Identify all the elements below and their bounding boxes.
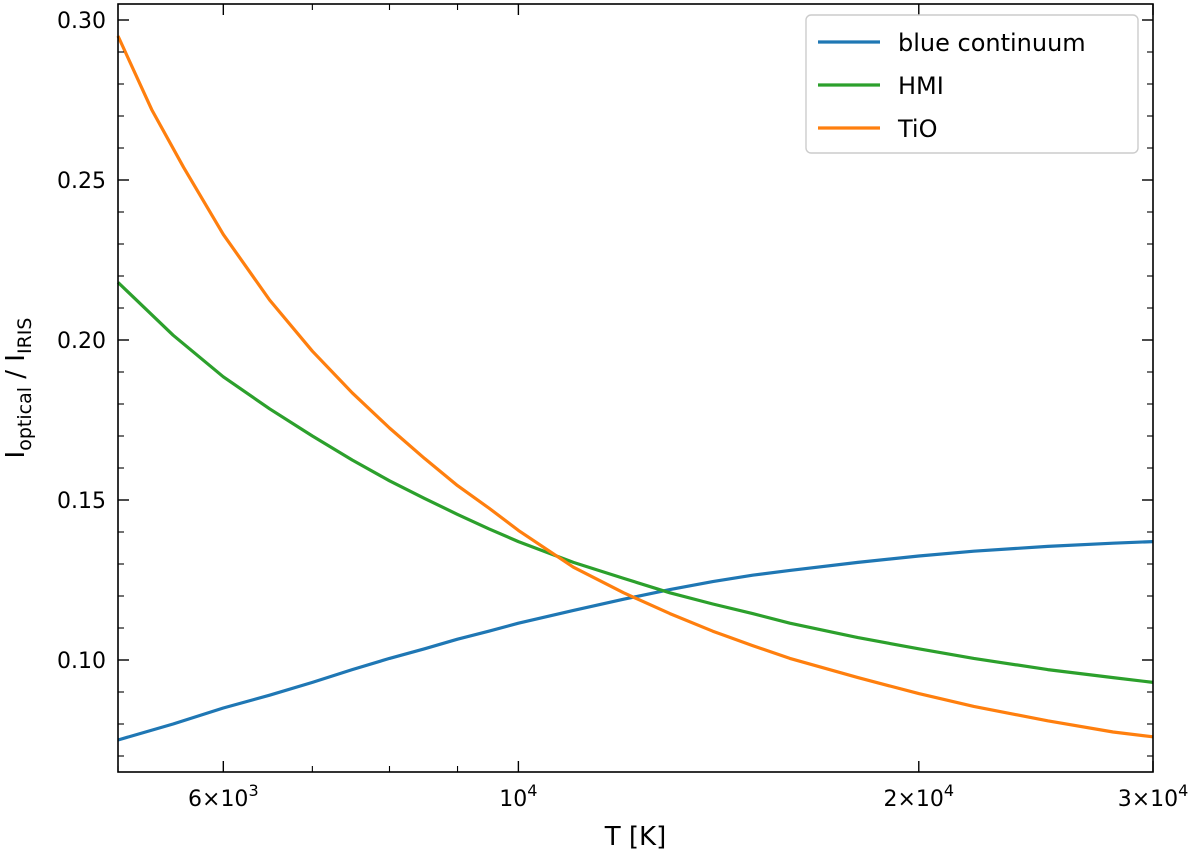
x-tick-mantissa: 6 xyxy=(188,787,202,812)
y-tick-label: 0.30 xyxy=(57,9,106,34)
legend-label-0: blue continuum xyxy=(898,29,1086,57)
y-tick-label: 0.20 xyxy=(57,329,106,354)
legend-label-2: TiO xyxy=(897,115,937,143)
x-tick-label: 6×103 xyxy=(188,781,259,812)
series-line-0 xyxy=(117,540,1154,742)
x-tick-exponent: 4 xyxy=(944,781,954,800)
y-label-denominator-sub: IRIS xyxy=(14,318,36,354)
x-tick-times: × xyxy=(897,787,915,812)
x-tick-base: 10 xyxy=(499,787,527,812)
x-tick-base: 10 xyxy=(1150,787,1178,812)
legend-box xyxy=(805,14,1139,154)
x-tick-times: × xyxy=(202,787,220,812)
x-tick-mantissa: 2 xyxy=(883,787,897,812)
x-tick-exponent: 3 xyxy=(248,781,258,800)
legend-label-1: HMI xyxy=(898,72,944,100)
x-tick-exponent: 4 xyxy=(1178,781,1188,800)
y-label-separator: / I xyxy=(1,354,31,387)
x-tick-label: 104 xyxy=(499,781,537,812)
y-tick-label: 0.15 xyxy=(57,489,106,514)
series-line-2 xyxy=(116,35,1154,739)
x-tick-label: 2×104 xyxy=(883,781,954,812)
x-tick-times: × xyxy=(1132,787,1150,812)
y-axis-label: Ioptical / IIRIS xyxy=(1,318,36,459)
x-tick-label: 3×104 xyxy=(1118,781,1189,812)
x-tick-mantissa: 3 xyxy=(1118,787,1132,812)
y-tick-label: 0.10 xyxy=(57,649,106,674)
y-tick-label: 0.25 xyxy=(57,169,106,194)
series-layer xyxy=(116,35,1154,742)
legend: blue continuum HMI TiO xyxy=(805,14,1139,154)
x-axis-label: T [K] xyxy=(604,822,666,852)
x-axis-label-group: T [K] xyxy=(604,822,666,852)
x-tick-base: 10 xyxy=(916,787,944,812)
y-label-numerator-sub: optical xyxy=(14,387,36,451)
x-tick-exponent: 4 xyxy=(527,781,537,800)
x-tick-base: 10 xyxy=(220,787,248,812)
y-label-main: I xyxy=(1,451,31,459)
series-line-1 xyxy=(116,281,1154,684)
plot-frame xyxy=(117,3,1154,773)
